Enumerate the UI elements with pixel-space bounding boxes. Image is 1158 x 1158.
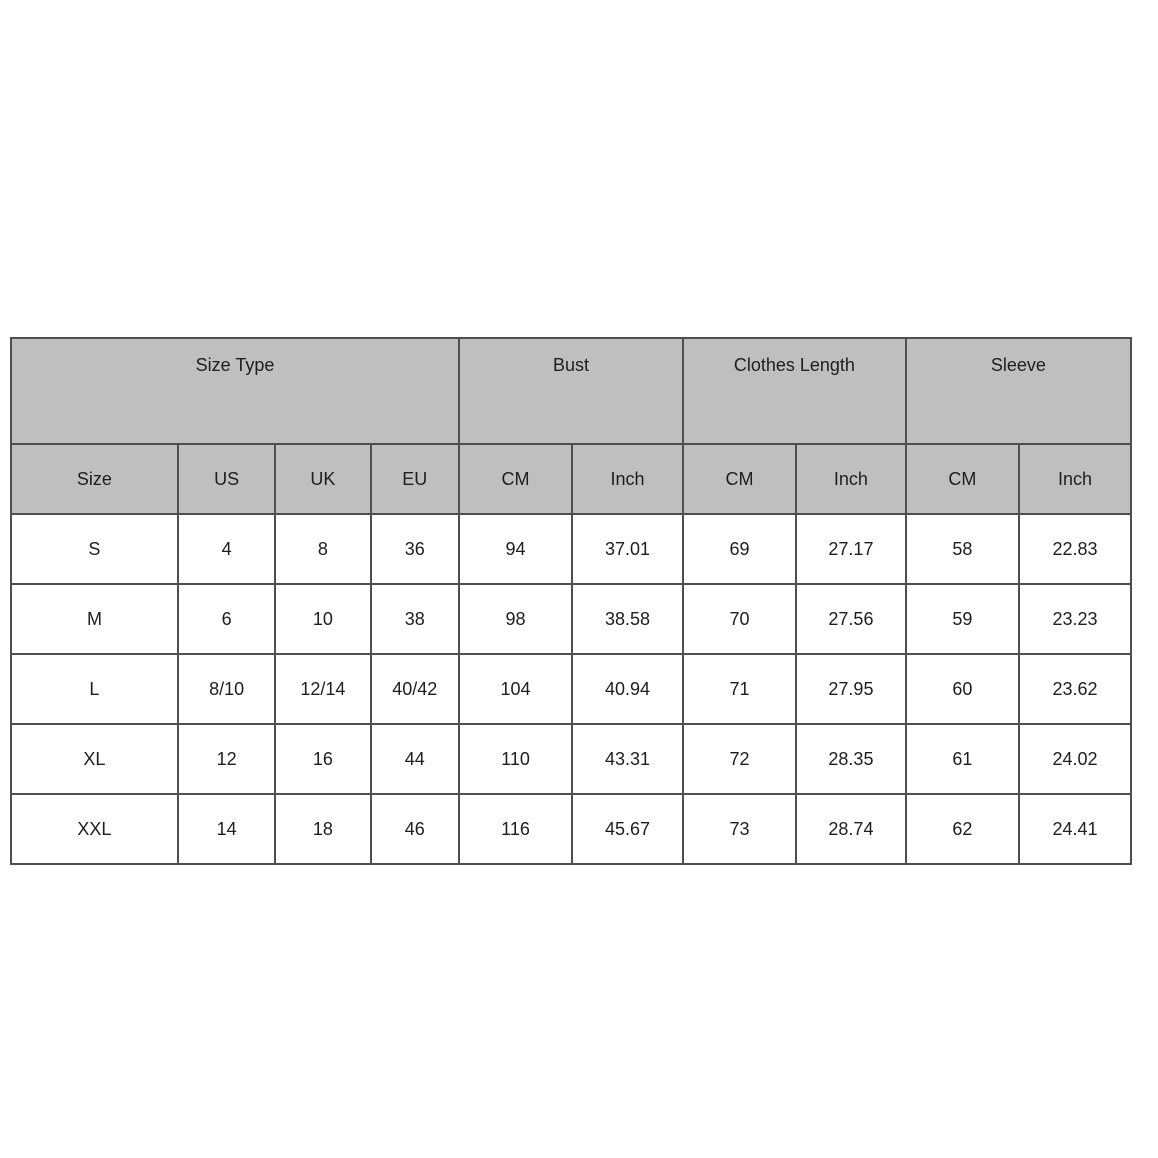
- size-label-cell: M: [10, 583, 179, 655]
- column-header-eu: EU: [369, 443, 460, 515]
- value-cell: 110: [457, 723, 574, 795]
- value-cell: 28.74: [795, 793, 907, 865]
- value-cell: 37.01: [571, 513, 684, 585]
- column-header-us: US: [176, 443, 277, 515]
- value-cell: 73: [681, 793, 798, 865]
- value-cell: 16: [274, 723, 372, 795]
- size-label-cell: S: [10, 513, 179, 585]
- header-group-clothes-length: Clothes Length: [681, 337, 907, 445]
- value-cell: 8: [274, 513, 372, 585]
- value-cell: 27.95: [795, 653, 907, 725]
- value-cell: 24.02: [1017, 723, 1133, 795]
- value-cell: 72: [681, 723, 798, 795]
- value-cell: 18: [274, 793, 372, 865]
- value-cell: 23.62: [1017, 653, 1133, 725]
- table-row: L 8/10 12/14 40/42 104 40.94 71 27.95 60 23.62: [10, 653, 1133, 725]
- value-cell: 98: [457, 583, 574, 655]
- value-cell: 71: [681, 653, 798, 725]
- table-body: S 4 8 36 94 37.01 69 27.17 58 22.83 M 6 10 38 98 38.58 7…: [10, 513, 1133, 865]
- value-cell: 8/10: [176, 653, 277, 725]
- column-header-sleeve-inch: Inch: [1017, 443, 1133, 515]
- value-cell: 14: [176, 793, 277, 865]
- value-cell: 43.31: [571, 723, 684, 795]
- value-cell: 59: [904, 583, 1020, 655]
- column-header-length-inch: Inch: [795, 443, 907, 515]
- header-group-sleeve: Sleeve: [904, 337, 1133, 445]
- header-group-row: Size Type Bust Clothes Length Sleeve: [10, 337, 1133, 445]
- value-cell: 38.58: [571, 583, 684, 655]
- size-label-cell: XL: [10, 723, 179, 795]
- column-header-bust-inch: Inch: [571, 443, 684, 515]
- value-cell: 27.56: [795, 583, 907, 655]
- value-cell: 23.23: [1017, 583, 1133, 655]
- value-cell: 104: [457, 653, 574, 725]
- value-cell: 38: [369, 583, 460, 655]
- table-row: S 4 8 36 94 37.01 69 27.17 58 22.83: [10, 513, 1133, 585]
- value-cell: 40.94: [571, 653, 684, 725]
- value-cell: 12/14: [274, 653, 372, 725]
- column-header-sleeve-cm: CM: [904, 443, 1020, 515]
- table-row: XL 12 16 44 110 43.31 72 28.35 61 24.02: [10, 723, 1133, 795]
- value-cell: 69: [681, 513, 798, 585]
- value-cell: 4: [176, 513, 277, 585]
- table-header: Size Type Bust Clothes Length Sleeve Siz…: [10, 337, 1133, 515]
- value-cell: 27.17: [795, 513, 907, 585]
- table-row: M 6 10 38 98 38.58 70 27.56 59 23.23: [10, 583, 1133, 655]
- value-cell: 36: [369, 513, 460, 585]
- size-label-cell: XXL: [10, 793, 179, 865]
- value-cell: 24.41: [1017, 793, 1133, 865]
- table-row: XXL 14 18 46 116 45.67 73 28.74 62 24.41: [10, 793, 1133, 865]
- value-cell: 116: [457, 793, 574, 865]
- value-cell: 70: [681, 583, 798, 655]
- value-cell: 12: [176, 723, 277, 795]
- header-columns-row: Size US UK EU CM Inch CM Inch CM Inch: [10, 443, 1133, 515]
- value-cell: 46: [369, 793, 460, 865]
- value-cell: 40/42: [369, 653, 460, 725]
- value-cell: 60: [904, 653, 1020, 725]
- value-cell: 45.67: [571, 793, 684, 865]
- value-cell: 6: [176, 583, 277, 655]
- value-cell: 44: [369, 723, 460, 795]
- value-cell: 28.35: [795, 723, 907, 795]
- header-group-size-type: Size Type: [10, 337, 460, 445]
- value-cell: 58: [904, 513, 1020, 585]
- value-cell: 10: [274, 583, 372, 655]
- column-header-size: Size: [10, 443, 179, 515]
- value-cell: 94: [457, 513, 574, 585]
- header-group-bust: Bust: [457, 337, 684, 445]
- value-cell: 22.83: [1017, 513, 1133, 585]
- value-cell: 62: [904, 793, 1020, 865]
- column-header-uk: UK: [274, 443, 372, 515]
- column-header-length-cm: CM: [681, 443, 798, 515]
- size-chart-table: Size Type Bust Clothes Length Sleeve Siz…: [10, 337, 1133, 865]
- size-label-cell: L: [10, 653, 179, 725]
- column-header-bust-cm: CM: [457, 443, 574, 515]
- value-cell: 61: [904, 723, 1020, 795]
